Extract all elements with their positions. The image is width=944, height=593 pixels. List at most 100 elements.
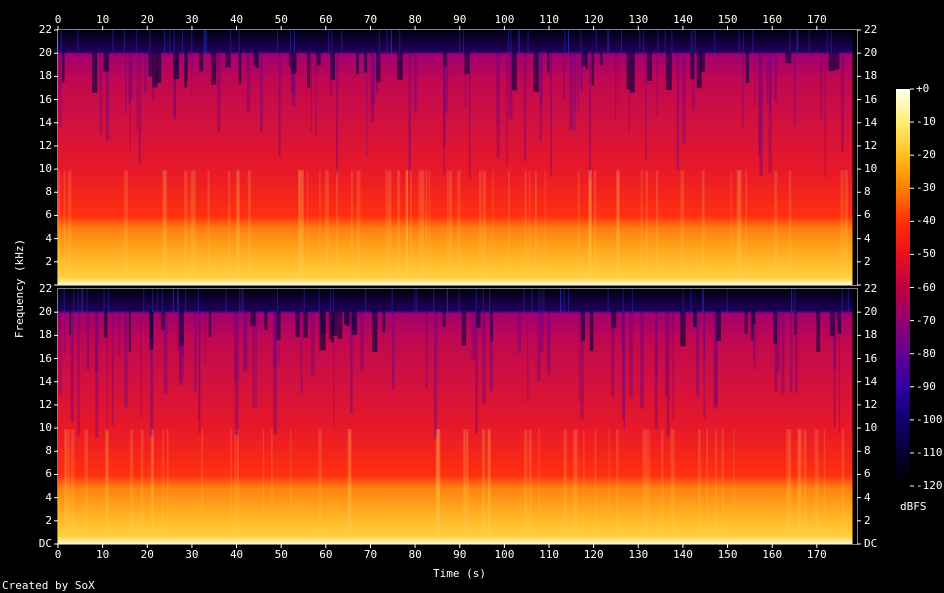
y-tick-label-right: 18 [864,328,878,342]
spectrogram-noise [726,289,728,313]
spectrogram-noise [365,289,367,313]
spectrogram-streak [204,312,206,364]
y-tick-label-left: 4 [45,490,53,504]
y-tick-label-right: 2 [864,513,871,527]
colorbar-tick-label: -80 [916,346,936,360]
spectrogram-noise [560,289,562,313]
spectrogram-noise [580,30,582,54]
y-tick-label-right: 14 [864,115,878,129]
spectrogram-noise [173,289,175,313]
spectrogram-noise [797,30,799,54]
spectrogram-streak [703,312,705,357]
spectrogram-gap [69,310,72,336]
spectrogram-noise [463,30,465,54]
spectrogram-gap [461,310,467,346]
spectrogram-streak [692,53,695,111]
spectrogram-streak [682,53,686,144]
spectrogram-streak [580,53,583,92]
spectrogram-streak [803,429,807,537]
spectrogram-streak [105,53,110,141]
y-tick-label-left: 8 [45,444,53,458]
spectrogram-noise [671,30,673,54]
spectrogram-panel-2 [58,289,853,544]
spectrogram-noise [399,30,401,54]
spectrogram-streak [766,53,769,106]
spectrogram-streak [64,429,67,537]
spectrogram-gap [356,51,359,74]
spectrogram-streak [163,170,168,278]
y-tick-label-right: DC [864,537,878,550]
spectrogram-streak [84,429,89,537]
spectrogram-gap [750,310,754,340]
x-tick-label-bottom: 80 [408,548,422,561]
spectrogram-noise [204,30,206,54]
spectrogram-streak [140,429,144,537]
spectrogram-gap [376,51,381,83]
spectrogram-streak [540,53,543,105]
spectrogram-streak [736,170,741,278]
spectrogram-noise [143,289,145,313]
spectrogram-streak [646,429,648,537]
y-tick-label-left: 6 [45,467,53,481]
spectrogram-streak [428,170,431,278]
spectrogram-gap [626,51,631,90]
x-tick-label-bottom: 0 [54,548,62,561]
spectrogram-streak [479,170,482,278]
spectrogram-noise [276,30,278,54]
y-tick-label-left: 16 [38,351,53,365]
spectrogram-gap [382,310,386,333]
spectrogram-streak [300,312,303,395]
spectrogram-noise [433,289,435,313]
spectrogram-streak [588,170,592,278]
spectrogram-noise [112,30,114,54]
x-tick-label-bottom: 40 [229,548,244,561]
spectrogram-noise [847,289,849,313]
spectrogram-noise [391,289,393,313]
spectrogram-streak [350,170,353,278]
spectrogram-gap [173,51,180,80]
spectrogram-streak [246,53,251,113]
spectrogram-streak [464,53,466,108]
spectrogram-streak [371,53,375,104]
y-tick-label-left: DC [38,537,53,550]
spectrogram-streak [70,429,75,537]
spectrogram-streak [508,53,513,120]
spectrogram-gap [291,51,297,74]
spectrogram-gap [346,310,350,326]
spectrogram-noise [789,30,791,54]
colorbar [896,89,910,486]
spectrogram-streak [292,53,296,107]
spectrogram-noise [830,30,832,54]
spectrogram-streak [577,53,579,113]
spectrogram-noise [541,289,543,313]
spectrogram-streak [106,312,108,432]
spectrogram-streak [124,170,129,278]
spectrogram-streak [217,53,221,132]
spectrogram-streak [754,312,756,369]
spectrogram-noise [518,30,520,54]
spectrogram-streak [640,312,644,409]
spectrogram-streak [162,170,166,278]
spectrogram-noise [241,289,243,313]
spectrogram-gap [148,51,153,77]
spectrogram-streak [547,312,551,376]
spectrogram-streak [701,170,705,278]
spectrogram-streak [774,312,778,392]
spectrogram-gap [156,51,162,83]
spectrogram-streak [574,53,576,132]
spectrogram-streak [540,312,544,353]
spectrogram-streak [578,312,581,402]
spectrogram-streak [798,429,801,537]
y-tick-label-right: 4 [864,490,871,504]
spectrogram-noise [331,30,333,54]
spectrogram-streak [695,312,700,396]
spectrogram-noise [791,289,793,313]
y-tick-label-left: 2 [45,254,53,268]
x-axis-label: Time (s) [433,567,486,580]
colorbar-tick-label: -110 [916,445,943,459]
spectrogram-noise [162,289,164,313]
spectrogram-noise [157,289,159,313]
spectrogram-streak [550,53,552,177]
spectrogram-gap [589,310,594,351]
